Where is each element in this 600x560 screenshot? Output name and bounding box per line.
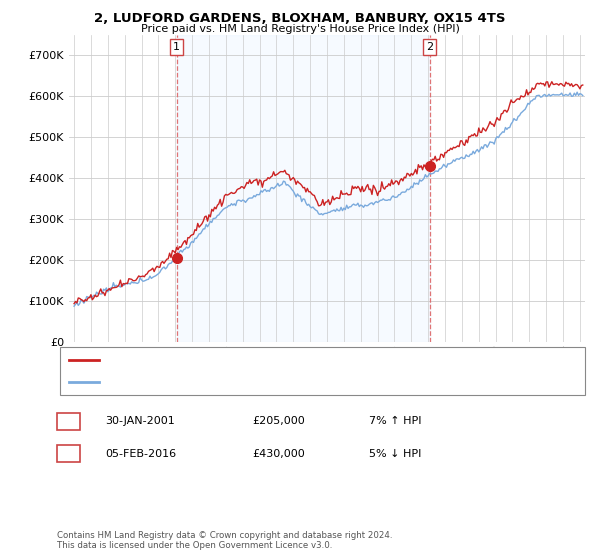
Text: 2, LUDFORD GARDENS, BLOXHAM, BANBURY, OX15 4TS (detached house): 2, LUDFORD GARDENS, BLOXHAM, BANBURY, OX… xyxy=(105,355,466,365)
Text: 7% ↑ HPI: 7% ↑ HPI xyxy=(369,416,421,426)
Text: 1: 1 xyxy=(173,42,180,52)
Text: 30-JAN-2001: 30-JAN-2001 xyxy=(105,416,175,426)
Text: 5% ↓ HPI: 5% ↓ HPI xyxy=(369,449,421,459)
Bar xyxy=(176,35,430,342)
Text: £205,000: £205,000 xyxy=(252,416,305,426)
Text: HPI: Average price, detached house, Cherwell: HPI: Average price, detached house, Cher… xyxy=(105,377,328,387)
Text: £430,000: £430,000 xyxy=(252,449,305,459)
Text: 2, LUDFORD GARDENS, BLOXHAM, BANBURY, OX15 4TS: 2, LUDFORD GARDENS, BLOXHAM, BANBURY, OX… xyxy=(94,12,506,25)
Text: Price paid vs. HM Land Registry's House Price Index (HPI): Price paid vs. HM Land Registry's House … xyxy=(140,24,460,34)
Text: Contains HM Land Registry data © Crown copyright and database right 2024.
This d: Contains HM Land Registry data © Crown c… xyxy=(57,530,392,550)
Text: 1: 1 xyxy=(65,416,72,426)
Text: 2: 2 xyxy=(65,449,72,459)
Text: 05-FEB-2016: 05-FEB-2016 xyxy=(105,449,176,459)
Text: 2: 2 xyxy=(426,42,433,52)
